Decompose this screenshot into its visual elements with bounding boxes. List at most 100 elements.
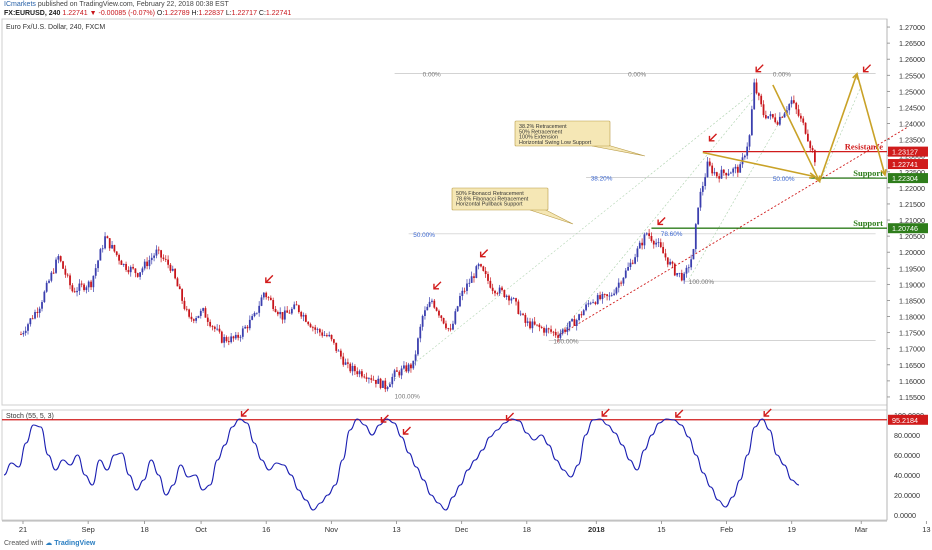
projection-arrow-head <box>880 168 887 177</box>
price-chart-title: Euro Fx/U.S. Dollar, 240, FXCM <box>6 24 105 31</box>
candle-body <box>76 290 78 293</box>
candle-body <box>59 256 62 262</box>
candle-body <box>431 300 433 302</box>
candle-body <box>106 236 109 239</box>
candle-body <box>634 257 637 264</box>
stoch-annotation-arrow-head <box>601 411 608 417</box>
candle-body <box>573 319 576 326</box>
candle-body <box>575 320 578 326</box>
candle-body <box>641 242 644 246</box>
candle-body <box>354 365 356 372</box>
candle-body <box>269 297 272 301</box>
candle-body <box>519 313 522 315</box>
candle-body <box>218 328 221 332</box>
candle-body <box>524 314 527 323</box>
publish-text: published on TradingView.com, February 2… <box>37 1 229 8</box>
fib-label: 38.20% <box>591 176 613 183</box>
candle-body <box>814 150 816 163</box>
candle-body <box>115 251 118 255</box>
candle-body <box>601 294 604 300</box>
candle-body <box>536 324 538 326</box>
price-tick-label: 1.17000 <box>899 345 925 354</box>
stoch-tick-label: 80.0000 <box>894 431 920 440</box>
candle-body <box>209 321 212 327</box>
candle-body <box>585 304 587 311</box>
callout-line: 50% Fibonacci Retracement <box>456 191 524 197</box>
fib-label: 0.00% <box>423 72 441 79</box>
candle-body <box>587 303 590 305</box>
candle-body <box>34 311 36 319</box>
candle-body <box>272 300 275 309</box>
candle-body <box>547 328 550 330</box>
candle-body <box>232 336 235 339</box>
candle-body <box>526 321 529 323</box>
candle-body <box>645 233 648 235</box>
candle-body <box>708 161 711 166</box>
candle-body <box>748 135 751 147</box>
candle-body <box>90 281 92 288</box>
candle-body <box>83 284 85 291</box>
candle-body <box>603 294 606 295</box>
stoch-annotation-arrow-head <box>240 411 247 417</box>
candle-body <box>776 122 779 125</box>
candle-body <box>494 290 496 294</box>
candle-body <box>20 334 22 336</box>
candle-body <box>41 302 43 309</box>
candle-body <box>722 169 725 173</box>
candle-body <box>132 266 134 269</box>
candle-body <box>461 290 464 297</box>
candle-body <box>363 376 366 378</box>
candle-body <box>594 302 597 304</box>
candle-body <box>55 259 57 273</box>
time-tick-label: 18 <box>140 525 148 534</box>
fib-label: 100.00% <box>553 339 579 346</box>
candle-body <box>127 269 130 273</box>
candle-body <box>683 273 686 281</box>
candle-body <box>664 253 667 258</box>
candle-body <box>482 266 485 271</box>
candle-body <box>251 316 254 320</box>
candle-body <box>559 333 562 338</box>
candle-body <box>227 341 230 343</box>
candle-body <box>309 324 312 328</box>
candle-body <box>349 363 352 372</box>
candle-body <box>347 362 349 364</box>
candle-body <box>255 312 258 314</box>
candle-body <box>325 335 328 337</box>
candle-body <box>650 235 653 241</box>
time-tick-label: 13 <box>392 525 400 534</box>
price-annotation-arrow <box>755 64 764 73</box>
candle-body <box>419 326 422 339</box>
callout-rect <box>451 187 549 211</box>
callout-rect <box>514 120 611 147</box>
candle-body <box>211 326 214 328</box>
candle-body <box>540 327 543 328</box>
candle-body <box>118 254 120 261</box>
candle-body <box>69 275 71 286</box>
price-tick-label: 1.16500 <box>899 361 925 370</box>
time-tick-label: Feb <box>720 525 733 534</box>
price-tick-label: 1.16000 <box>899 377 925 386</box>
candle-body <box>466 283 468 291</box>
candle-body <box>321 332 324 336</box>
candle-body <box>566 327 569 332</box>
candle-body <box>531 321 534 329</box>
candle-body <box>694 224 697 250</box>
publisher-user[interactable]: ICmarkets <box>4 1 36 8</box>
candle-body <box>36 311 39 313</box>
candle-body <box>332 339 335 343</box>
candle-body <box>790 100 793 105</box>
candle-body <box>487 274 489 281</box>
candle-body <box>382 380 384 388</box>
candle-body <box>613 293 615 295</box>
candle-body <box>393 370 396 377</box>
candle-body <box>122 263 125 265</box>
candle-body <box>445 323 447 329</box>
candle-body <box>169 264 172 271</box>
stoch-chart-title: Stoch (55, 5, 3) <box>6 413 54 420</box>
candle-body <box>66 274 69 276</box>
candle-body <box>290 308 293 314</box>
candle-body <box>533 321 536 325</box>
candle-body <box>239 336 242 338</box>
